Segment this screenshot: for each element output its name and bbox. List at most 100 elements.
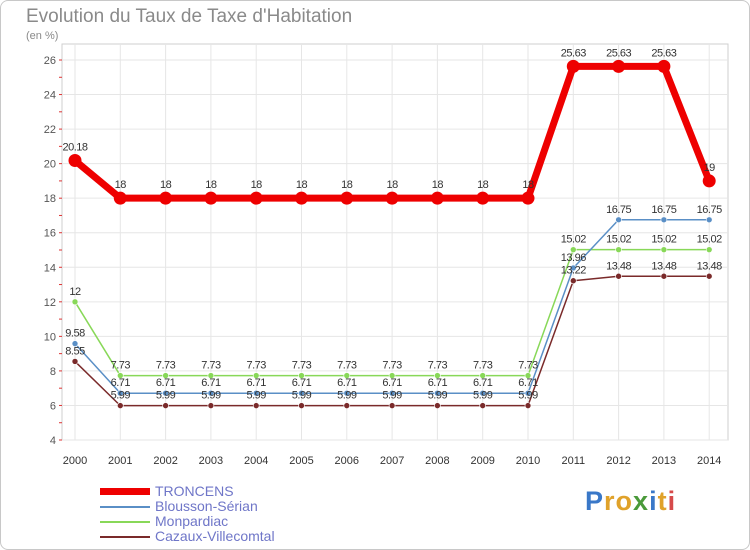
- legend-swatch: [100, 506, 150, 508]
- logo-letter: i: [667, 486, 677, 516]
- data-point: [204, 191, 218, 205]
- data-label: 18: [477, 179, 489, 191]
- data-label: 6.71: [473, 377, 493, 389]
- data-point: [705, 216, 713, 224]
- data-point: [569, 277, 577, 285]
- data-point: [657, 59, 671, 73]
- data-point: [521, 191, 535, 205]
- y-tick-label: 6: [50, 400, 56, 412]
- data-label: 7.73: [201, 360, 221, 372]
- data-point: [434, 402, 441, 409]
- data-point: [524, 389, 532, 397]
- data-label: 6.71: [201, 377, 221, 389]
- data-label: 13.96: [561, 252, 586, 264]
- data-label: 7.73: [111, 360, 131, 372]
- data-label: 7.73: [337, 360, 357, 372]
- x-tick-label: 2009: [470, 455, 494, 467]
- data-label: 18: [115, 179, 127, 191]
- data-point: [207, 372, 215, 379]
- x-tick-label: 2000: [63, 455, 87, 467]
- data-label: 6.71: [292, 377, 312, 389]
- logo-letter: P: [585, 486, 605, 516]
- logo-letter: x: [633, 486, 650, 516]
- data-point: [566, 59, 580, 73]
- data-label: 18: [386, 179, 398, 191]
- data-label: 6.71: [156, 377, 176, 389]
- data-label: 5.99: [201, 390, 221, 402]
- data-point: [343, 402, 351, 409]
- logo-letter: r: [604, 486, 616, 516]
- data-label: 13.48: [651, 260, 676, 272]
- y-tick-label: 4: [50, 435, 56, 447]
- data-label: 19: [704, 162, 716, 174]
- data-point: [295, 191, 308, 205]
- chart-title: Evolution du Taux de Taxe d'Habitation: [26, 6, 353, 27]
- y-tick-label: 24: [44, 90, 56, 102]
- y-tick-label: 16: [44, 228, 56, 240]
- data-label: 15.02: [697, 234, 722, 246]
- data-point: [705, 272, 713, 280]
- x-tick-label: 2014: [697, 455, 721, 467]
- data-label: 13.22: [561, 265, 586, 277]
- data-point: [71, 358, 79, 365]
- data-label: 18: [432, 179, 444, 191]
- data-point: [298, 372, 305, 379]
- logo-letter: o: [615, 486, 634, 516]
- data-point: [298, 402, 305, 409]
- x-tick-label: 2007: [380, 455, 404, 467]
- proxiti-logo: Proxiti: [585, 486, 676, 517]
- data-label: 25.63: [606, 47, 631, 59]
- data-point: [388, 389, 396, 397]
- data-label: 5.99: [518, 390, 538, 402]
- data-point: [615, 246, 622, 253]
- data-point: [252, 372, 260, 379]
- x-tick-label: 2005: [289, 455, 313, 467]
- logo-letter: i: [649, 486, 658, 516]
- data-label: 6.71: [337, 377, 357, 389]
- data-label: 25.63: [561, 47, 586, 59]
- x-tick-label: 2013: [652, 455, 676, 467]
- data-point: [388, 372, 396, 379]
- y-tick-label: 12: [44, 297, 56, 309]
- data-label: 13.48: [697, 260, 722, 272]
- data-label: 5.99: [428, 390, 448, 402]
- data-label: 16.75: [697, 204, 722, 216]
- data-label: 6.71: [111, 377, 131, 389]
- data-point: [162, 402, 169, 409]
- data-label: 13.48: [606, 260, 631, 272]
- data-point: [702, 174, 716, 188]
- data-label: 7.73: [292, 360, 312, 372]
- x-tick-label: 2006: [335, 455, 359, 467]
- data-label: 6.71: [382, 377, 402, 389]
- data-label: 15.02: [606, 234, 631, 246]
- data-point: [660, 216, 668, 224]
- y-tick-label: 10: [44, 331, 56, 343]
- data-label: 25.63: [651, 47, 676, 59]
- data-label: 7.73: [382, 360, 402, 372]
- data-point: [249, 191, 263, 205]
- data-label: 5.99: [337, 390, 357, 402]
- data-label: 18: [341, 179, 353, 191]
- data-label: 7.73: [428, 360, 448, 372]
- y-tick-label: 22: [44, 124, 56, 136]
- data-label: 8.55: [65, 345, 85, 357]
- data-point: [162, 389, 169, 397]
- data-point: [71, 298, 79, 306]
- data-point: [68, 154, 82, 168]
- data-label: 18: [522, 179, 534, 191]
- data-label: 6.71: [246, 377, 266, 389]
- data-point: [434, 389, 441, 397]
- legend-label: Cazaux-Villecomtal: [155, 528, 275, 544]
- data-point: [476, 191, 490, 205]
- legend-label: Blousson-Sérian: [155, 498, 258, 514]
- x-tick-label: 2010: [516, 455, 540, 467]
- data-point: [159, 191, 173, 205]
- data-point: [612, 59, 626, 73]
- data-label: 18: [251, 179, 263, 191]
- y-tick-label: 8: [50, 366, 56, 378]
- data-label: 5.99: [382, 390, 402, 402]
- data-label: 6.71: [428, 377, 448, 389]
- data-point: [569, 264, 577, 272]
- x-tick-label: 2001: [108, 455, 132, 467]
